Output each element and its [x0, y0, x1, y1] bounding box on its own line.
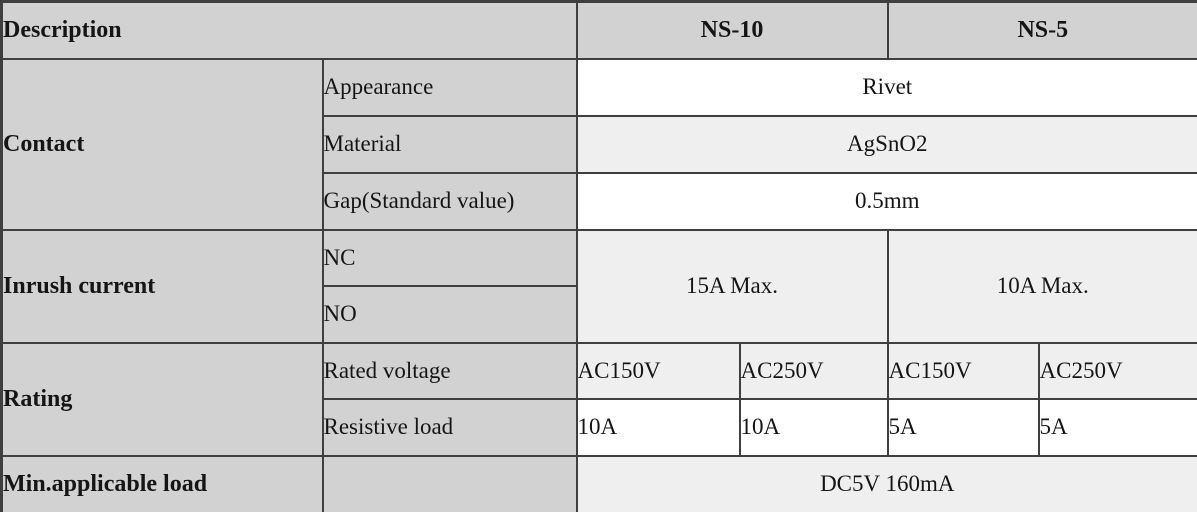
appearance-label-cell: Appearance [321, 57, 578, 117]
resistive-load-ns5-150-cell: 5A [886, 397, 1040, 457]
rated-voltage-ns5-150-cell: AC150V [886, 341, 1040, 400]
inrush-ns10-value-cell: 15A Max. [575, 228, 889, 344]
contact-appearance-row: Contact Appearance Rivet [0, 57, 1197, 231]
header-ns10-cell: NS-10 [575, 0, 889, 60]
inrush-label-cell: Inrush current [0, 228, 324, 344]
rating-voltage-row: Rating Rated voltage AC150V AC250V AC150… [0, 341, 1197, 457]
inrush-no-row: NO [2, 284, 1197, 344]
header-description-cell: Description [0, 0, 578, 60]
inrush-nc-row: Inrush current NC 15A Max. 10A Max. [0, 228, 1197, 344]
nc-label-cell: NC [321, 228, 578, 287]
rated-voltage-label-cell: Rated voltage [321, 341, 578, 400]
rated-voltage-ns10-150-cell: AC150V [575, 341, 741, 400]
header-row: Description NS-10 NS-5 [0, 0, 1197, 60]
header-ns5-cell: NS-5 [886, 0, 1197, 60]
rating-label-cell: Rating [0, 341, 324, 457]
resistive-load-label-cell: Resistive load [321, 397, 578, 457]
inrush-ns5-value-cell: 10A Max. [886, 228, 1197, 344]
resistive-load-ns10-150-cell: 10A [575, 397, 741, 457]
min-load-value-cell: DC5V 160mA [575, 454, 1197, 512]
min-load-empty-cell [321, 454, 578, 512]
material-label-cell: Material [321, 114, 578, 174]
contact-label-cell: Contact [0, 57, 324, 231]
min-load-row: Min.applicable load DC5V 160mA [0, 454, 1197, 512]
gap-label-cell: Gap(Standard value) [321, 171, 578, 231]
resistive-load-ns10-250-cell: 10A [738, 397, 889, 457]
gap-value-cell: 0.5mm [575, 171, 1197, 231]
rated-voltage-ns10-250-cell: AC250V [738, 341, 889, 400]
contact-material-row: Material AgSnO2 [2, 114, 1197, 174]
appearance-value-cell: Rivet [575, 57, 1197, 117]
material-value-cell: AgSnO2 [575, 114, 1197, 174]
rating-resistive-row: Resistive load 10A 10A 5A 5A [2, 397, 1197, 457]
rated-voltage-ns5-250-cell: AC250V [1037, 341, 1197, 400]
min-load-label-cell: Min.applicable load [0, 454, 324, 512]
no-label-cell: NO [321, 284, 578, 344]
contact-gap-row: Gap(Standard value) 0.5mm [2, 171, 1197, 231]
resistive-load-ns5-250-cell: 5A [1037, 397, 1197, 457]
